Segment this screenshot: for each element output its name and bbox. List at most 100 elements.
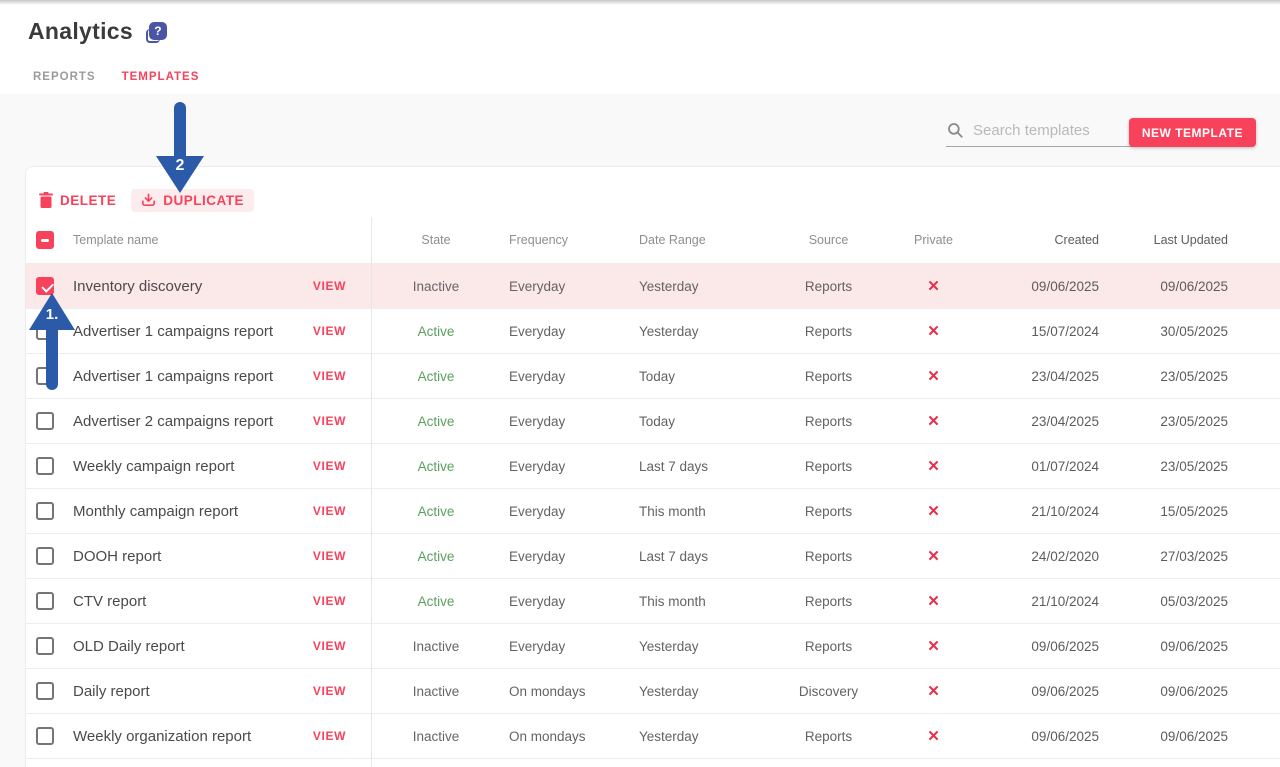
template-name: Daily report [73,682,150,700]
table-row: Advertiser 2 campaigns report VIEW Activ… [26,399,1280,444]
view-link[interactable]: VIEW [312,459,346,473]
created-cell: 09/06/2025 [1031,683,1099,699]
source-cell: Reports [804,638,853,654]
view-link[interactable]: VIEW [312,594,346,608]
row-checkbox[interactable] [36,637,54,655]
select-all-checkbox[interactable] [36,231,54,249]
search-box[interactable] [946,121,1134,147]
view-link[interactable]: VIEW [312,369,346,383]
row-checkbox[interactable] [36,412,54,430]
download-icon [142,192,156,206]
tab-reports[interactable]: REPORTS [33,71,96,83]
frequency-cell: Everyday [509,278,566,294]
last-updated-cell: 09/06/2025 [1160,638,1228,654]
annotation-step-label-1: 1. [45,306,59,323]
template-name: Monthly campaign report [73,502,239,520]
column-header-last-updated: Last Updated [1153,233,1228,247]
date-range-cell: Yesterday [639,278,699,294]
created-cell: 15/07/2024 [1031,323,1099,339]
column-header-date-range: Date Range [639,233,706,247]
date-range-cell: This month [639,503,706,519]
state-cell: Active [417,323,455,339]
private-x-icon: ✕ [927,458,940,475]
arrow-shaft [46,328,58,390]
view-link[interactable]: VIEW [312,684,346,698]
table-row: Advertiser 1 campaigns report VIEW Activ… [26,309,1280,354]
search-icon [948,123,963,138]
new-template-button[interactable]: NEW TEMPLATE [1128,118,1256,147]
source-cell: Reports [804,593,853,609]
row-checkbox[interactable] [36,682,54,700]
view-link[interactable]: VIEW [312,549,346,563]
delete-button[interactable]: DELETE [39,192,116,208]
source-cell: Reports [804,278,853,294]
private-x-icon: ✕ [927,728,940,745]
row-checkbox[interactable] [36,592,54,610]
duplicate-button[interactable]: DUPLICATE [131,188,255,212]
frequency-cell: Everyday [509,458,566,474]
templates-card: DELETE DUPLICATE Template name State Fre… [25,166,1280,767]
column-divider [371,217,372,767]
last-updated-cell: 09/06/2025 [1160,278,1228,294]
view-link[interactable]: VIEW [312,639,346,653]
column-header-template-name: Template name [73,233,159,247]
bulk-actions-bar: DELETE DUPLICATE [39,187,1280,213]
top-gradient-strip [0,0,1280,5]
view-link[interactable]: VIEW [312,729,346,743]
last-updated-cell: 05/03/2025 [1160,593,1228,609]
frequency-cell: On mondays [509,728,586,744]
app-header: Analytics ? REPORTS TEMPLATES [0,5,1280,98]
row-checkbox[interactable] [36,727,54,745]
last-updated-cell: 09/06/2025 [1160,683,1228,699]
search-input[interactable] [973,121,1134,139]
date-range-cell: Today [639,368,676,384]
table-row: Inventory discovery VIEW Inactive Everyd… [26,264,1280,309]
date-range-cell: Yesterday [639,728,699,744]
created-cell: 23/04/2025 [1031,368,1099,384]
source-cell: Reports [804,368,853,384]
trash-icon [39,192,53,208]
state-cell: Active [417,458,455,474]
template-name: Inventory discovery [73,277,203,295]
view-link[interactable]: VIEW [312,279,346,293]
tabs: REPORTS TEMPLATES [33,71,200,97]
date-range-cell: Today [639,413,676,429]
page-title: Analytics [28,18,133,44]
private-x-icon: ✕ [927,503,940,520]
state-cell: Active [417,593,455,609]
last-updated-cell: 23/05/2025 [1160,458,1228,474]
duplicate-button-label: DUPLICATE [163,192,245,208]
template-name: Advertiser 1 campaigns report [73,322,274,340]
content-area: NEW TEMPLATE DELETE DUPLICATE [0,94,1280,767]
state-cell: Active [417,503,455,519]
row-checkbox[interactable] [36,502,54,520]
arrow-up-head [29,293,75,330]
last-updated-cell: 09/06/2025 [1160,728,1228,744]
source-cell: Reports [804,413,853,429]
table-row: OLD Daily report VIEW Inactive Everyday … [26,624,1280,669]
date-range-cell: This month [639,593,706,609]
help-icon[interactable]: ? [145,22,167,43]
private-x-icon: ✕ [927,593,940,610]
last-updated-cell: 15/05/2025 [1160,503,1228,519]
template-name: Advertiser 1 campaigns report [73,367,274,385]
row-checkbox[interactable] [36,547,54,565]
source-cell: Reports [804,728,853,744]
frequency-cell: Everyday [509,368,566,384]
delete-button-label: DELETE [60,192,117,208]
private-x-icon: ✕ [927,548,940,565]
source-cell: Reports [804,548,853,564]
date-range-cell: Last 7 days [639,548,709,564]
table-row: Weekly organization report VIEW Inactive… [26,714,1280,759]
state-cell: Inactive [412,278,460,294]
view-link[interactable]: VIEW [312,414,346,428]
view-link[interactable]: VIEW [312,324,346,338]
template-name: OLD Daily report [73,637,185,655]
private-x-icon: ✕ [927,683,940,700]
view-link[interactable]: VIEW [312,504,346,518]
created-cell: 09/06/2025 [1031,278,1099,294]
created-cell: 09/06/2025 [1031,638,1099,654]
date-range-cell: Yesterday [639,323,699,339]
row-checkbox[interactable] [36,457,54,475]
column-header-frequency: Frequency [509,233,569,247]
